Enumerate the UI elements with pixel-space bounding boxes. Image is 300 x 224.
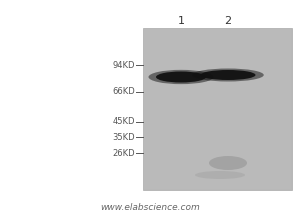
Ellipse shape bbox=[195, 171, 245, 179]
Ellipse shape bbox=[148, 70, 214, 84]
Bar bbox=[143, 28, 292, 190]
Text: 1: 1 bbox=[178, 16, 184, 26]
Text: 35KD: 35KD bbox=[112, 133, 135, 142]
Text: 45KD: 45KD bbox=[112, 118, 135, 127]
Ellipse shape bbox=[200, 70, 256, 80]
Text: 2: 2 bbox=[224, 16, 232, 26]
Ellipse shape bbox=[192, 69, 264, 82]
Text: 66KD: 66KD bbox=[112, 88, 135, 97]
Text: 26KD: 26KD bbox=[112, 149, 135, 157]
Text: www.elabscience.com: www.elabscience.com bbox=[100, 203, 200, 213]
Ellipse shape bbox=[209, 156, 247, 170]
Text: 94KD: 94KD bbox=[112, 60, 135, 69]
Ellipse shape bbox=[156, 71, 206, 82]
Bar bbox=[144, 29, 291, 189]
